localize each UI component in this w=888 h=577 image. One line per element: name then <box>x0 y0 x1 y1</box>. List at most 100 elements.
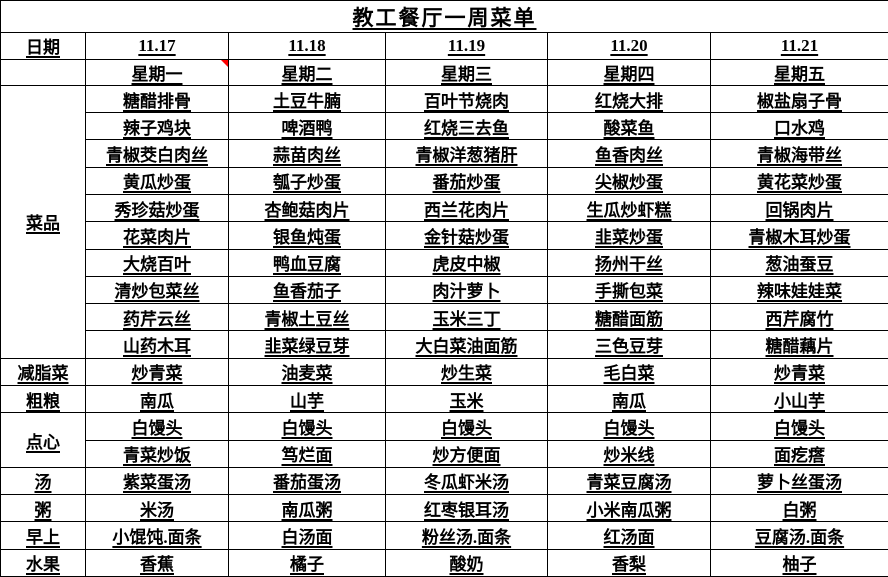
menu-row: 药芹云丝 青椒土豆丝 玉米三丁 糖醋面筋 西芹腐竹 <box>1 303 888 332</box>
menu-cell: 药芹云丝 <box>85 303 229 332</box>
menu-cell: 清炒包菜丝 <box>85 275 229 305</box>
menu-cell: 西兰花肉片 <box>385 193 548 223</box>
menu-cell: 番茄蛋汤 <box>228 466 386 496</box>
menu-cell: 炒生菜 <box>385 357 548 386</box>
menu-row: 点心 白馒头 白馒头 白馒头 白馒头 白馒头 <box>0 412 888 468</box>
weekday-cell: 星期五 <box>710 58 888 86</box>
menu-cell: 秀珍菇炒蛋 <box>85 193 229 223</box>
menu-cell: 土豆牛腩 <box>228 84 386 114</box>
menu-cell: 炒方便面 <box>385 439 548 468</box>
menu-cell: 尖椒炒蛋 <box>547 166 711 196</box>
menu-row: 花菜肉片 银鱼炖蛋 金针菇炒蛋 韭菜炒蛋 青椒木耳炒蛋 <box>1 221 888 250</box>
menu-cell: 扬州干丝 <box>547 248 711 277</box>
page-title: 教工餐厅一周菜单 <box>0 0 888 34</box>
menu-row: 辣子鸡块 啤酒鸭 红烧三去鱼 酸菜鱼 口水鸡 <box>1 112 888 141</box>
menu-cell: 银鱼炖蛋 <box>228 221 386 250</box>
title-row: 教工餐厅一周菜单 <box>0 0 888 34</box>
menu-cell: 面疙瘩 <box>710 439 888 468</box>
menu-row: 山药木耳 韭菜绿豆芽 大白菜油面筋 三色豆芽 糖醋藕片 <box>1 330 888 359</box>
section-label: 汤 <box>0 466 86 496</box>
menu-cell: 小山芋 <box>710 384 888 414</box>
weekday-cell: 星期二 <box>228 58 386 86</box>
menu-cell: 大烧百叶 <box>85 248 229 277</box>
menu-cell: 青菜炒饭 <box>85 439 229 468</box>
menu-cell: 回锅肉片 <box>710 193 888 223</box>
menu-cell: 糖醋排骨 <box>85 84 229 114</box>
section-label: 早上 <box>0 521 86 550</box>
menu-cell: 玉米 <box>385 384 548 414</box>
section-label: 减脂菜 <box>0 357 86 386</box>
menu-row: 青椒茭白肉丝 蒜苗肉丝 青椒洋葱猪肝 鱼香肉丝 青椒海带丝 <box>1 139 888 168</box>
section-label: 点心 <box>0 412 86 468</box>
empty-label-cell <box>0 58 86 86</box>
menu-cell: 南瓜 <box>547 384 711 414</box>
menu-cell: 毛白菜 <box>547 357 711 386</box>
menu-cell: 南瓜粥 <box>228 494 386 523</box>
menu-row: 减脂菜 炒青菜 油麦菜 炒生菜 毛白菜 炒青菜 <box>0 357 888 386</box>
section-label: 粥 <box>0 494 86 523</box>
menu-cell: 生瓜炒虾糕 <box>547 193 711 223</box>
menu-cell: 辣子鸡块 <box>85 112 229 141</box>
menu-cell: 油麦菜 <box>228 357 386 386</box>
menu-cell: 手撕包菜 <box>547 275 711 305</box>
date-cell: 11.20 <box>547 32 711 60</box>
menu-row: 粥米汤 南瓜粥 红枣银耳汤 小米南瓜粥 白粥 <box>0 494 888 523</box>
menu-cell: 酸奶 <box>385 548 548 577</box>
menu-cell: 黄花菜炒蛋 <box>710 166 888 196</box>
menu-cell: 山药木耳 <box>85 330 229 359</box>
menu-cell: 西芹腐竹 <box>710 303 888 332</box>
section-label: 粗粮 <box>0 384 86 414</box>
menu-cell: 小馄饨.面条 <box>85 521 229 550</box>
menu-cell: 糖醋藕片 <box>710 330 888 359</box>
menu-cell: 香蕉 <box>85 548 229 577</box>
menu-cell: 青椒土豆丝 <box>228 303 386 332</box>
menu-cell: 紫菜蛋汤 <box>85 466 229 496</box>
menu-cell: 椒盐扇子骨 <box>710 84 888 114</box>
date-cell: 11.18 <box>228 32 386 60</box>
menu-row: 秀珍菇炒蛋 杏鲍菇肉片 西兰花肉片 生瓜炒虾糕 回锅肉片 <box>1 193 888 223</box>
menu-cell: 炒米线 <box>547 439 711 468</box>
menu-cell: 葱油蚕豆 <box>710 248 888 277</box>
menu-cell: 鱼香肉丝 <box>547 139 711 168</box>
menu-cell: 白汤面 <box>228 521 386 550</box>
menu-cell: 青椒洋葱猪肝 <box>385 139 548 168</box>
menu-cell: 豆腐汤.面条 <box>710 521 888 550</box>
menu-cell: 肉汁萝卜 <box>385 275 548 305</box>
menu-cell: 南瓜 <box>85 384 229 414</box>
menu-cell: 柚子 <box>710 548 888 577</box>
menu-cell: 米汤 <box>85 494 229 523</box>
menu-cell: 山芋 <box>228 384 386 414</box>
menu-cell: 红汤面 <box>547 521 711 550</box>
menu-cell: 杏鲍菇肉片 <box>228 193 386 223</box>
menu-cell: 三色豆芽 <box>547 330 711 359</box>
menu-cell: 瓠子炒蛋 <box>228 166 386 196</box>
menu-cell: 香梨 <box>547 548 711 577</box>
section-label: 水果 <box>0 548 86 577</box>
menu-cell: 炒青菜 <box>710 357 888 386</box>
menu-cell: 鱼香茄子 <box>228 275 386 305</box>
menu-cell: 虎皮中椒 <box>385 248 548 277</box>
menu-cell: 大白菜油面筋 <box>385 330 548 359</box>
menu-cell: 蒜苗肉丝 <box>228 139 386 168</box>
menu-cell: 白馒头 <box>85 412 229 441</box>
menu-row: 大烧百叶 鸭血豆腐 虎皮中椒 扬州干丝 葱油蚕豆 <box>1 248 888 277</box>
menu-cell: 玉米三丁 <box>385 303 548 332</box>
menu-cell: 冬瓜虾米汤 <box>385 466 548 496</box>
menu-cell: 青菜豆腐汤 <box>547 466 711 496</box>
menu-cell: 韭菜炒蛋 <box>547 221 711 250</box>
date-label: 日期 <box>0 32 86 60</box>
menu-cell: 红烧大排 <box>547 84 711 114</box>
menu-cell: 鸭血豆腐 <box>228 248 386 277</box>
menu-row: 菜品 糖醋排骨 土豆牛腩 百叶节烧肉 红烧大排 椒盐扇子骨 <box>0 84 888 359</box>
date-cell: 11.19 <box>385 32 548 60</box>
menu-cell: 粉丝汤.面条 <box>385 521 548 550</box>
menu-row: 清炒包菜丝 鱼香茄子 肉汁萝卜 手撕包菜 辣味娃娃菜 <box>1 275 888 305</box>
menu-cell: 黄瓜炒蛋 <box>85 166 229 196</box>
menu-cell: 白粥 <box>710 494 888 523</box>
menu-cell: 青椒木耳炒蛋 <box>710 221 888 250</box>
menu-cell: 青椒茭白肉丝 <box>85 139 229 168</box>
weekday-row: 星期一 星期二 星期三 星期四 星期五 <box>0 58 888 86</box>
menu-cell: 百叶节烧肉 <box>385 84 548 114</box>
weekday-label: 星期一 <box>131 64 183 84</box>
